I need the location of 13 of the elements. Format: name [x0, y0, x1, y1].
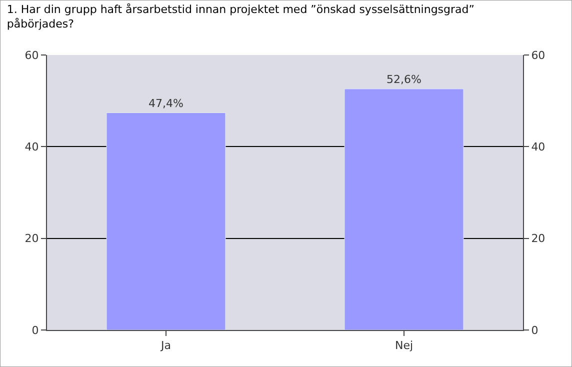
y-tick-label: 0	[32, 324, 39, 337]
x-tick-label: Nej	[394, 339, 414, 352]
x-tick-label: Ja	[160, 339, 171, 352]
y-tick-label: 60	[24, 48, 39, 62]
y2-tick-label: 60	[531, 48, 546, 62]
y-tick-label: 40	[24, 140, 39, 154]
data-label: 47,4%	[148, 96, 184, 110]
y2-tick-label: 20	[531, 232, 546, 246]
y2-tick-label: 40	[531, 140, 546, 154]
chart-title: 1. Har din grupp haft årsarbetstid innan projektet med ”önskad sysselsättningsgrad” påbörjades?	[6, 3, 474, 30]
y2-tick-label: 0	[531, 324, 538, 337]
data-label: 52,6%	[386, 72, 422, 86]
y-tick-label: 20	[24, 232, 39, 246]
